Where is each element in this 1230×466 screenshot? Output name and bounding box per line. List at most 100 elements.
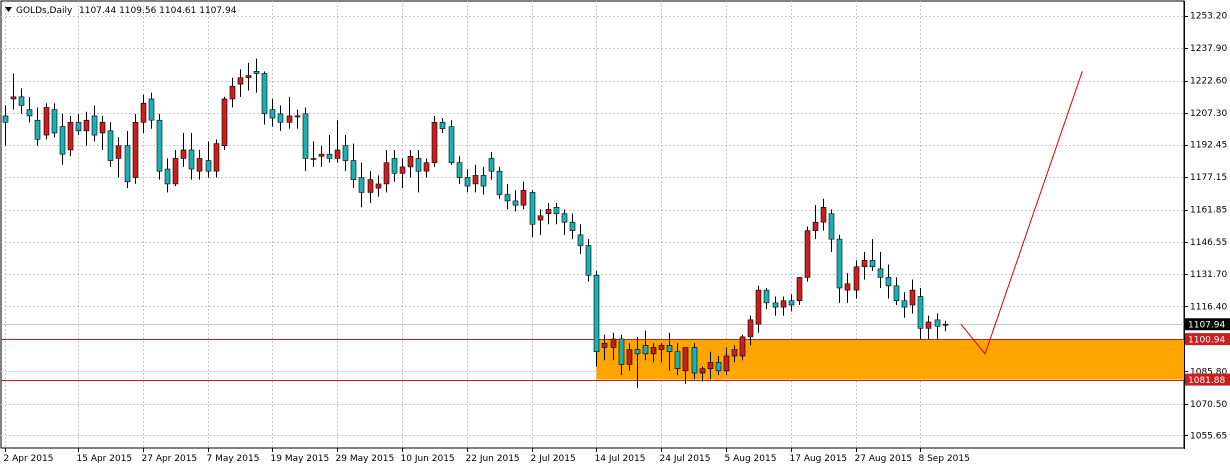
candle xyxy=(237,69,244,97)
candle-body xyxy=(294,115,301,118)
projection-path xyxy=(960,71,1083,355)
candle xyxy=(10,73,17,110)
candle-body xyxy=(674,351,681,370)
candle xyxy=(261,71,268,125)
candle-body xyxy=(610,338,617,348)
candle-body xyxy=(399,166,406,174)
candle xyxy=(83,111,90,146)
candle xyxy=(601,334,608,361)
candle-body xyxy=(391,158,398,174)
candle xyxy=(124,130,131,189)
candle-body xyxy=(569,221,576,231)
current-price-tag-bg xyxy=(1185,318,1230,331)
candle xyxy=(488,152,495,180)
candle-body xyxy=(853,266,860,291)
candle-body xyxy=(699,368,706,374)
time-tick-label: 27 Aug 2015 xyxy=(855,454,913,464)
candle-body xyxy=(520,189,527,206)
candle xyxy=(634,336,641,388)
candle-body xyxy=(537,215,544,221)
candle-body xyxy=(253,71,260,74)
time-axis: 2 Apr 2015 15 Apr 2015 27 Apr 2015 7 May 20… xyxy=(4,448,970,464)
price-tick-label: 1237.90 xyxy=(1190,44,1227,54)
candle xyxy=(221,96,228,150)
candle-body xyxy=(593,274,600,353)
candle xyxy=(610,332,617,361)
candle xyxy=(520,181,527,210)
price-tick-label: 1146.55 xyxy=(1190,238,1227,248)
candle-body xyxy=(164,168,171,185)
candle-body xyxy=(763,289,770,304)
candle-body xyxy=(115,145,122,159)
time-tick-label: 8 Sep 2015 xyxy=(919,454,970,464)
candle-body xyxy=(156,119,163,172)
candle-body xyxy=(221,98,228,146)
candle-body xyxy=(820,206,827,223)
candle xyxy=(164,158,171,193)
candle-body xyxy=(448,126,455,163)
candle-body xyxy=(650,347,657,355)
candle-body xyxy=(634,349,641,355)
candle xyxy=(796,277,803,305)
candle-body xyxy=(691,347,698,374)
candle-body xyxy=(707,362,714,370)
candle-body xyxy=(310,158,317,160)
candle-body xyxy=(367,179,374,193)
price-tick-label: 1192.45 xyxy=(1190,141,1227,151)
candle-body xyxy=(666,345,673,353)
candle-body xyxy=(350,160,357,180)
candle-body xyxy=(812,221,819,231)
candle-body xyxy=(75,122,82,132)
candle-body xyxy=(67,122,74,151)
candle-body xyxy=(642,345,649,355)
candle-body xyxy=(407,156,414,168)
candle xyxy=(650,343,657,363)
candle xyxy=(893,277,900,305)
candle xyxy=(302,107,309,172)
symbol-timeframe-label: GOLDs,Daily xyxy=(16,6,73,16)
candle-body xyxy=(601,342,608,348)
candle xyxy=(286,96,293,129)
candle xyxy=(804,226,811,282)
candle-body xyxy=(780,300,787,308)
candle xyxy=(358,162,365,208)
time-tick-label: 24 Jul 2015 xyxy=(660,454,711,464)
candle-body xyxy=(83,119,90,132)
price-tick-label: 1085.80 xyxy=(1190,367,1227,377)
time-tick-label: 14 Jul 2015 xyxy=(595,454,646,464)
candle-body xyxy=(302,113,309,159)
candle xyxy=(326,135,333,163)
candle xyxy=(666,332,673,371)
candle xyxy=(909,279,916,314)
candle-body xyxy=(140,102,147,123)
price-tick-label: 1116.40 xyxy=(1190,302,1227,312)
candle xyxy=(593,271,600,367)
candle-body xyxy=(772,302,779,308)
candle-body xyxy=(423,162,430,172)
candle xyxy=(472,164,479,193)
candle xyxy=(51,103,58,138)
candle xyxy=(844,273,851,303)
price-tick-label: 1161.85 xyxy=(1190,206,1227,216)
candle xyxy=(537,209,544,235)
candle-body xyxy=(715,362,722,372)
candle-body xyxy=(472,175,479,185)
candle xyxy=(464,169,471,193)
candle-body xyxy=(205,160,212,172)
price-tags: 1107.94 1100.94 1081.88 xyxy=(1185,318,1230,386)
candle xyxy=(269,98,276,127)
candle xyxy=(253,58,260,93)
candle-body xyxy=(464,177,471,187)
candle-body xyxy=(934,319,941,327)
candle-body xyxy=(383,162,390,185)
candle-body xyxy=(496,170,503,195)
candle xyxy=(342,135,349,172)
level-price-tag: 1081.88 xyxy=(1188,376,1225,386)
triangle-down-icon[interactable] xyxy=(5,7,12,12)
candle xyxy=(699,366,706,382)
level-price-tag: 1100.94 xyxy=(1188,336,1225,346)
candle xyxy=(132,113,139,184)
candle xyxy=(529,190,536,238)
candle-body xyxy=(245,75,252,79)
